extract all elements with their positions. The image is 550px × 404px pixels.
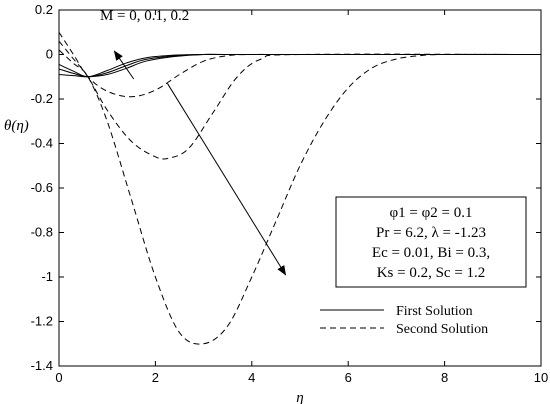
first-solution-line-2 bbox=[59, 53, 541, 78]
params-line: Ks = 0.2, Sc = 1.2 bbox=[377, 265, 486, 281]
x-tick-label: 8 bbox=[441, 370, 448, 385]
legend-label: Second Solution bbox=[396, 322, 488, 337]
y-tick-label: 0 bbox=[46, 47, 53, 62]
legend-label: First Solution bbox=[396, 304, 473, 319]
second-solution-line-4 bbox=[59, 31, 541, 98]
params-line: Ec = 0.01, Bi = 0.3, bbox=[372, 245, 490, 261]
y-tick-label: -0.6 bbox=[31, 180, 53, 195]
y-tick-label: -0.4 bbox=[31, 136, 53, 151]
y-tick-label: 0.2 bbox=[35, 2, 53, 17]
second-solution-line-5 bbox=[59, 40, 541, 160]
x-tick-label: 0 bbox=[55, 370, 62, 385]
x-tick-label: 4 bbox=[248, 370, 255, 385]
first-solution-line-1 bbox=[59, 53, 541, 78]
m-arrow-long bbox=[167, 83, 287, 276]
y-tick-label: -1.4 bbox=[31, 358, 53, 373]
x-tick-label: 6 bbox=[345, 370, 352, 385]
params-line: φ1 = φ2 = 0.1 bbox=[390, 205, 473, 221]
y-tick-label: -0.2 bbox=[31, 91, 53, 106]
m-arrow-short bbox=[113, 50, 135, 80]
y-tick-label: -1.2 bbox=[31, 314, 53, 329]
x-axis-label: η bbox=[296, 390, 303, 404]
y-tick-label: -0.8 bbox=[31, 225, 53, 240]
m-label: M = 0, 0.1, 0.2 bbox=[100, 8, 189, 24]
x-tick-label: 2 bbox=[152, 370, 159, 385]
params-box bbox=[335, 196, 527, 288]
y-axis-label: θ(η) bbox=[4, 118, 29, 134]
y-tick-label: -1 bbox=[41, 269, 53, 284]
x-tick-label: 10 bbox=[534, 370, 548, 385]
first-solution-line-3 bbox=[59, 53, 541, 78]
second-solution-line-6 bbox=[59, 49, 541, 345]
params-line: Pr = 6.2, λ = -1.23 bbox=[376, 225, 486, 241]
